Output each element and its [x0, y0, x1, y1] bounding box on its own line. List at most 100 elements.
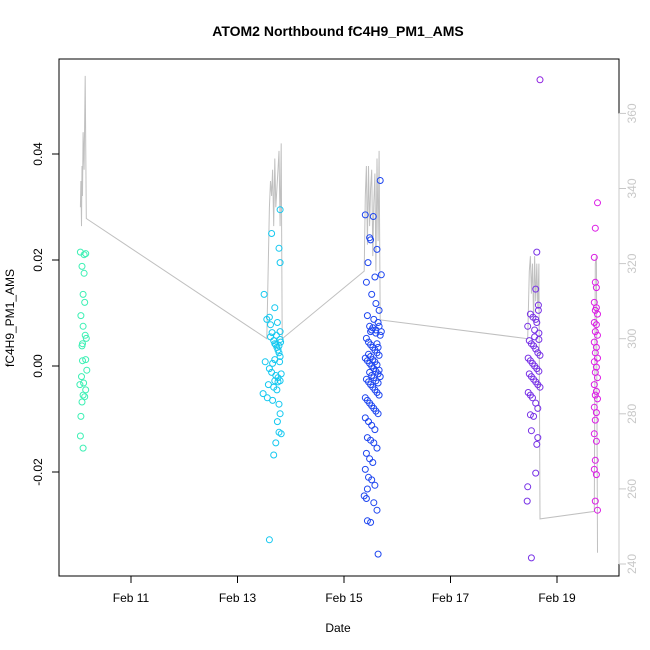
data-point — [362, 449, 370, 457]
data-point — [527, 554, 535, 562]
x-axis: Feb 11 Feb 13 Feb 15 Feb 17 Feb 19 — [113, 575, 576, 605]
data-point — [373, 340, 381, 348]
data-point — [275, 400, 283, 408]
data-point — [590, 381, 598, 389]
data-point — [590, 319, 598, 326]
data-point — [377, 271, 385, 279]
data-point — [367, 236, 375, 244]
y2-tick-label: 260 — [625, 479, 639, 499]
x-tick-label: Feb 19 — [538, 591, 576, 605]
data-point — [534, 306, 542, 314]
data-point — [363, 312, 371, 320]
data-point — [370, 315, 378, 323]
data-point — [535, 367, 543, 375]
data-point — [524, 483, 532, 491]
x-tick-label: Feb 11 — [113, 591, 150, 605]
data-point — [269, 359, 277, 367]
points-layer — [76, 76, 601, 562]
data-point — [590, 253, 598, 261]
data-point — [531, 333, 539, 341]
data-point — [81, 298, 89, 306]
data-point — [261, 358, 269, 366]
data-point — [265, 536, 273, 544]
data-point — [270, 451, 278, 459]
data-point — [79, 444, 87, 452]
data-point — [366, 455, 374, 463]
data-point — [591, 391, 599, 399]
data-point — [80, 379, 88, 387]
data-point — [82, 250, 90, 258]
data-point — [79, 357, 86, 365]
data-point — [362, 495, 370, 502]
data-point — [77, 312, 85, 320]
data-point — [273, 386, 281, 394]
data-point — [591, 278, 599, 286]
data-point — [76, 381, 84, 389]
data-point — [371, 273, 379, 281]
data-point — [591, 328, 599, 336]
data-point — [375, 391, 383, 399]
data-point — [271, 377, 279, 385]
data-point — [268, 230, 276, 237]
data-point — [78, 398, 86, 406]
data-point — [533, 440, 541, 448]
data-point — [271, 304, 279, 312]
data-point — [79, 340, 86, 348]
data-point — [591, 224, 599, 232]
data-point — [523, 497, 531, 505]
data-point — [83, 366, 91, 374]
data-point — [363, 517, 371, 525]
data-point — [273, 319, 281, 326]
data-point — [368, 372, 376, 379]
data-point — [362, 334, 370, 342]
data-point — [592, 363, 600, 371]
data-point — [370, 499, 378, 507]
data-point — [532, 345, 540, 353]
data-point — [361, 211, 369, 219]
data-point — [273, 418, 281, 426]
data-point — [370, 439, 378, 447]
data-point — [527, 340, 535, 348]
data-point — [369, 356, 377, 364]
data-point — [591, 416, 599, 424]
data-point — [276, 410, 284, 418]
data-point — [534, 301, 542, 309]
y2-tick-label: 240 — [625, 554, 639, 574]
data-point — [81, 331, 89, 339]
data-point — [375, 366, 383, 374]
data-point — [259, 390, 267, 398]
data-point — [374, 343, 382, 351]
data-point — [272, 439, 280, 447]
data-point — [79, 391, 87, 399]
data-point — [531, 326, 539, 334]
data-point — [270, 337, 278, 345]
y2-axis: 240 260 280 300 320 340 360 — [618, 103, 639, 574]
data-point — [530, 412, 538, 420]
y2-tick-label: 280 — [625, 403, 639, 423]
data-point — [79, 322, 87, 330]
data-point — [277, 338, 285, 346]
data-point — [594, 395, 601, 403]
data-point — [366, 322, 374, 330]
series-0 — [76, 248, 91, 452]
data-point — [591, 497, 599, 505]
data-point — [276, 336, 284, 343]
data-point — [76, 432, 84, 440]
data-point — [375, 351, 383, 359]
data-point — [594, 331, 601, 339]
data-point — [536, 383, 544, 391]
data-point — [592, 437, 600, 445]
y2-tick-label: 300 — [625, 328, 639, 348]
data-point — [362, 278, 370, 286]
secondary-line-layer — [79, 75, 598, 553]
y2-tick-label: 340 — [625, 178, 639, 198]
y-tick-label: 0.02 — [31, 248, 45, 272]
data-point — [374, 410, 382, 418]
data-point — [276, 206, 284, 214]
data-point — [592, 471, 600, 479]
series-1 — [259, 206, 285, 544]
data-point — [527, 427, 535, 435]
data-point — [376, 331, 384, 339]
data-point — [377, 328, 385, 336]
